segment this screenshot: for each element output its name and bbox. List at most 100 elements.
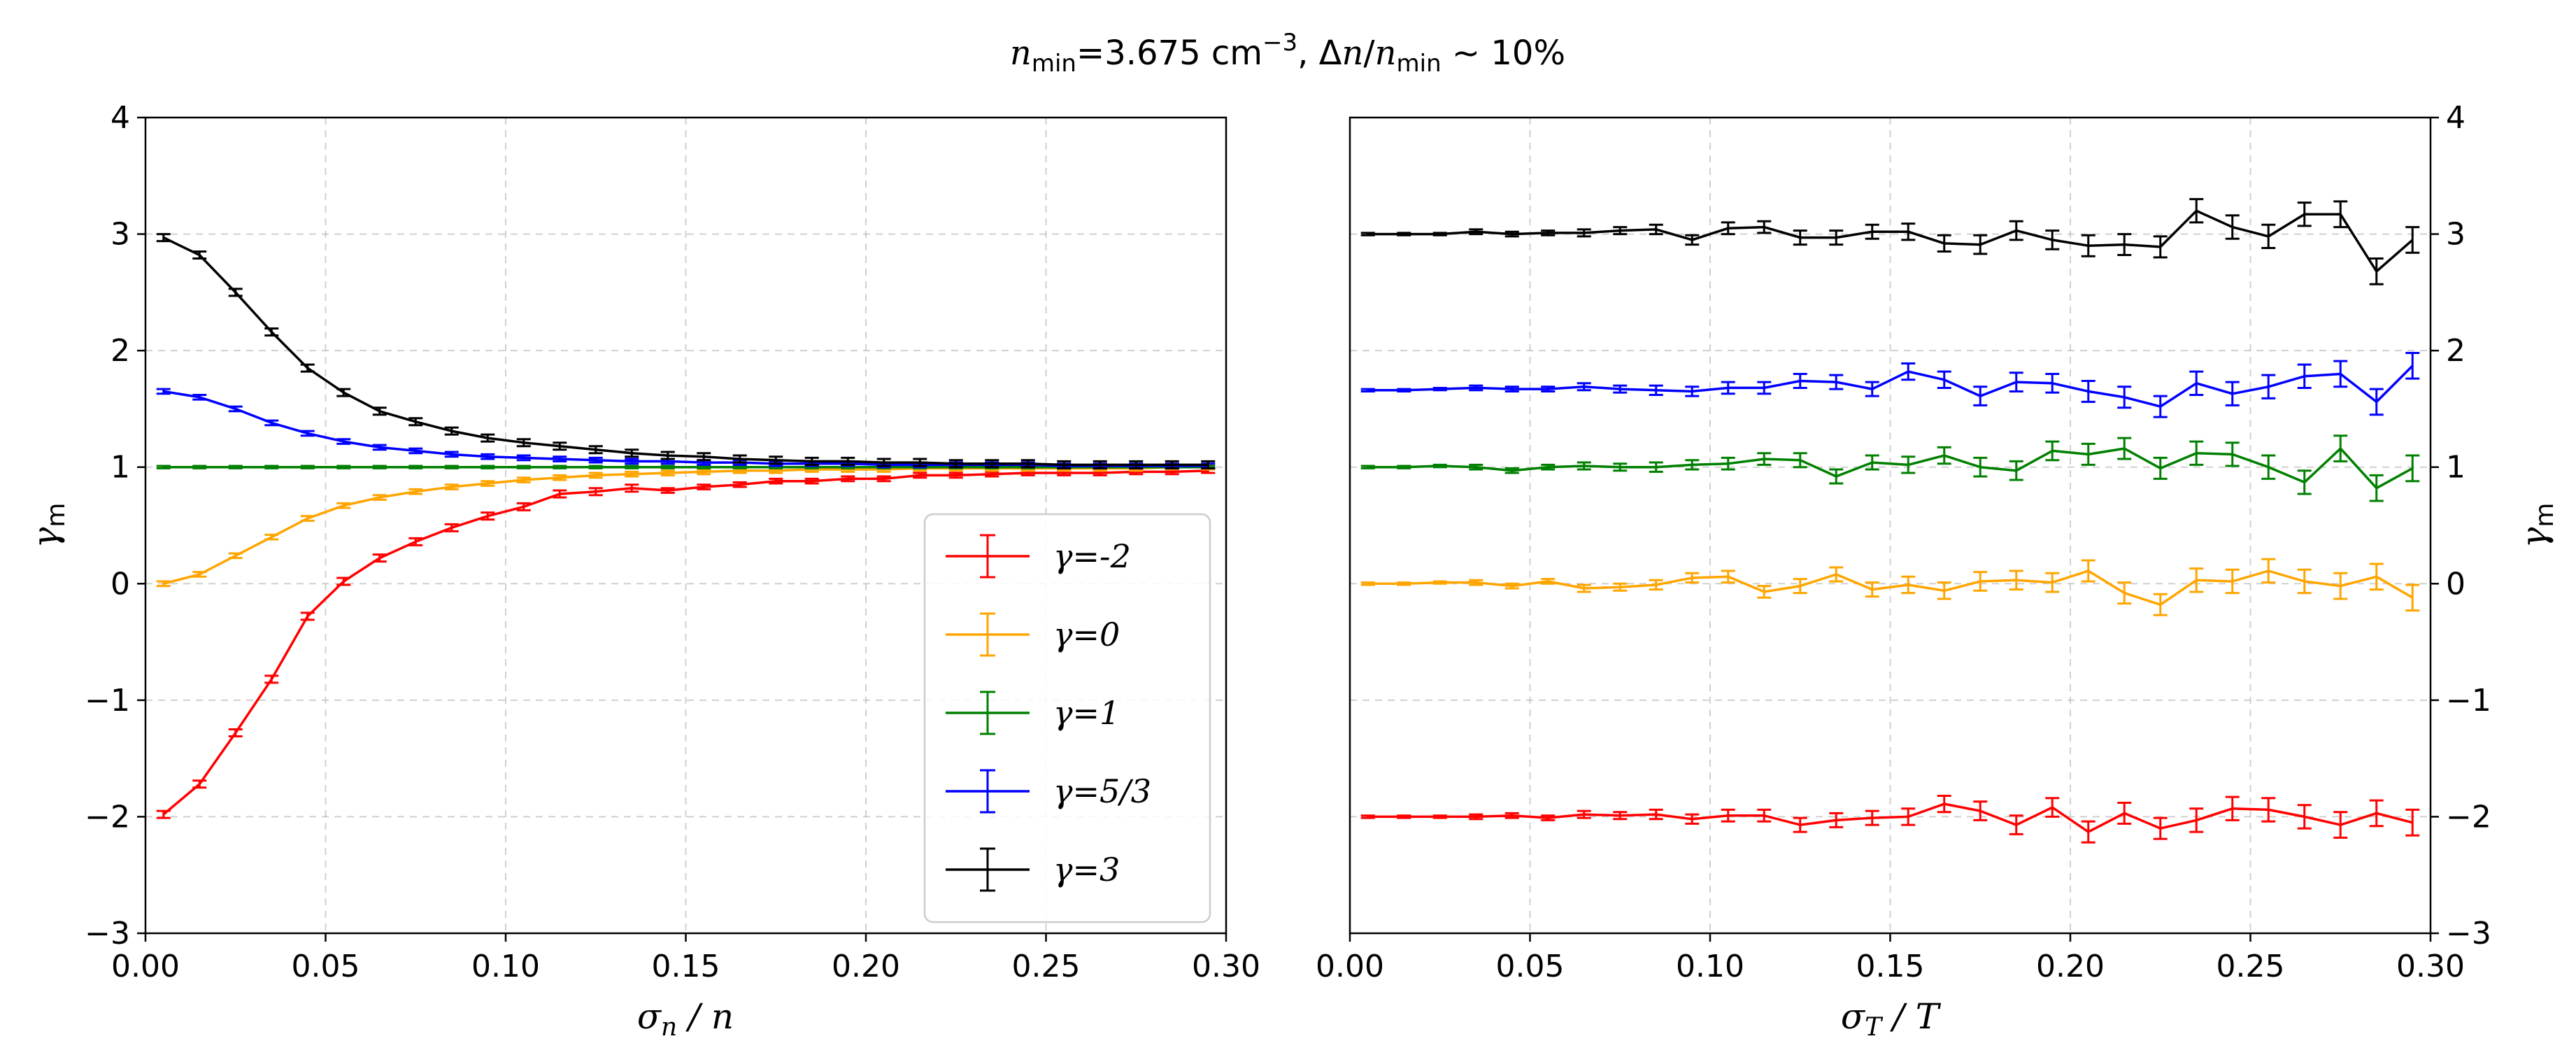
left-errorbar xyxy=(336,388,351,397)
right-series-3 xyxy=(1360,351,2420,418)
right-errorbar xyxy=(2081,820,2095,844)
right-ytick-label: 4 xyxy=(2446,100,2465,136)
right-errorbar xyxy=(1685,459,1700,471)
right-errorbar xyxy=(1721,221,1735,236)
left-errorbar xyxy=(192,250,207,260)
right-errorbar xyxy=(1397,465,1411,469)
left-errorbar xyxy=(228,728,243,737)
left-errorbar xyxy=(336,465,351,469)
left-errorbar xyxy=(300,465,315,469)
left-errorbar xyxy=(948,459,963,469)
right-errorbar xyxy=(1613,226,1628,236)
right-series-line xyxy=(1367,364,2414,408)
left-errorbar xyxy=(553,489,567,499)
legend-entry-1: γ=0 xyxy=(946,612,1120,657)
right-errorbar xyxy=(2009,814,2023,835)
left-errorbar xyxy=(481,433,495,443)
right-xlabel-sub: T xyxy=(1865,1013,1884,1042)
right-errorbar xyxy=(2225,568,2240,595)
left-errorbar xyxy=(408,465,423,469)
right-xtick-label: 0.30 xyxy=(2396,949,2465,984)
left-errorbar xyxy=(985,470,999,478)
left-errorbar xyxy=(625,483,639,493)
legend-label: γ=3 xyxy=(1053,851,1120,888)
left-errorbar xyxy=(444,465,459,469)
density-panel: 0.00 0.05 0.10 0.15 0.20 0.25 0.30 −3 −2 −1 0 1 2 3 4… xyxy=(25,100,1260,1042)
right-x-axis-label: σT / T xyxy=(1841,996,1942,1042)
right-errorbar xyxy=(1504,812,1519,819)
right-errorbar xyxy=(2369,474,2384,502)
left-series xyxy=(156,233,1216,819)
right-errorbar xyxy=(1865,223,1879,240)
right-errorbar xyxy=(1973,234,1988,255)
right-errorbar xyxy=(2045,572,2060,593)
left-errorbar xyxy=(481,511,495,521)
left-errorbar xyxy=(1129,460,1144,469)
left-x-axis-label: σn / n xyxy=(637,996,734,1042)
right-errorbar xyxy=(2117,233,2132,257)
right-errorbar xyxy=(1649,579,1663,591)
left-errorbar xyxy=(697,468,711,476)
left-xtick-label: 0.15 xyxy=(652,949,720,984)
left-errorbar xyxy=(841,456,855,466)
right-errorbar xyxy=(1613,384,1628,394)
left-ytick-label: −2 xyxy=(85,799,130,835)
right-xlabel-sigma: σ xyxy=(1841,996,1866,1037)
left-errorbar xyxy=(192,779,207,789)
right-xtick-label: 0.00 xyxy=(1316,949,1384,984)
right-errorbar xyxy=(1865,381,1879,397)
right-errorbar xyxy=(1469,228,1483,236)
right-errorbar xyxy=(2081,234,2095,257)
right-errorbar xyxy=(2297,469,2312,495)
right-errorbar xyxy=(1649,384,1663,396)
right-errorbar xyxy=(1649,461,1663,473)
left-errorbar xyxy=(408,537,423,546)
left-errorbar xyxy=(264,674,279,684)
right-errorbar xyxy=(1721,569,1735,584)
right-errorbar xyxy=(2225,441,2240,467)
right-y-axis-label: γm xyxy=(2514,503,2559,548)
left-errorbar xyxy=(588,445,603,455)
right-series-line xyxy=(1367,569,2414,607)
right-errorbar xyxy=(1613,582,1628,592)
left-xlabel-sub: n xyxy=(661,1013,677,1042)
right-errorbar xyxy=(2369,562,2384,591)
left-errorbar xyxy=(228,552,243,560)
right-errorbar xyxy=(2261,797,2276,823)
right-errorbar xyxy=(2153,456,2168,480)
left-ytick-label: −1 xyxy=(85,683,130,718)
left-errorbar xyxy=(408,417,423,427)
left-errorbar xyxy=(372,444,387,451)
title-exp: −3 xyxy=(1262,29,1297,57)
right-errorbar xyxy=(1504,230,1519,238)
right-errorbar xyxy=(2261,223,2276,250)
left-errorbar xyxy=(444,483,459,490)
legend-box xyxy=(923,513,1211,923)
left-errorbar xyxy=(804,477,819,485)
right-errorbar xyxy=(1577,228,1591,238)
right-errorbar xyxy=(2009,220,2023,241)
right-errorbar xyxy=(1469,463,1483,471)
right-errorbar xyxy=(1721,381,1735,395)
right-errorbar xyxy=(1721,808,1735,823)
right-ytick-label: 0 xyxy=(2446,566,2465,602)
left-errorbar xyxy=(481,480,495,487)
right-errorbar xyxy=(2297,201,2312,227)
right-errorbar xyxy=(1577,461,1591,471)
right-errorbar xyxy=(2189,567,2204,593)
right-errorbar xyxy=(2189,807,2204,833)
left-errorbar xyxy=(444,523,459,532)
left-yticks: −3 −2 −1 0 1 2 3 4 xyxy=(85,100,145,951)
left-xtick-label: 0.25 xyxy=(1012,949,1081,984)
left-xtick-label: 0.30 xyxy=(1192,949,1260,984)
right-errorbar xyxy=(1901,575,1916,595)
right-errorbar xyxy=(2153,395,2168,418)
legend: γ=-2 γ=0 γ=1 γ=5/3 γ=3 xyxy=(923,513,1211,923)
right-ytick-label: −1 xyxy=(2446,683,2491,718)
left-errorbar xyxy=(264,327,279,337)
right-errorbar xyxy=(1469,384,1483,392)
right-errorbar xyxy=(1504,385,1519,392)
right-ytick-label: −3 xyxy=(2446,916,2491,951)
right-errorbar xyxy=(2045,797,2060,818)
left-ylabel-sub: m xyxy=(42,503,71,528)
